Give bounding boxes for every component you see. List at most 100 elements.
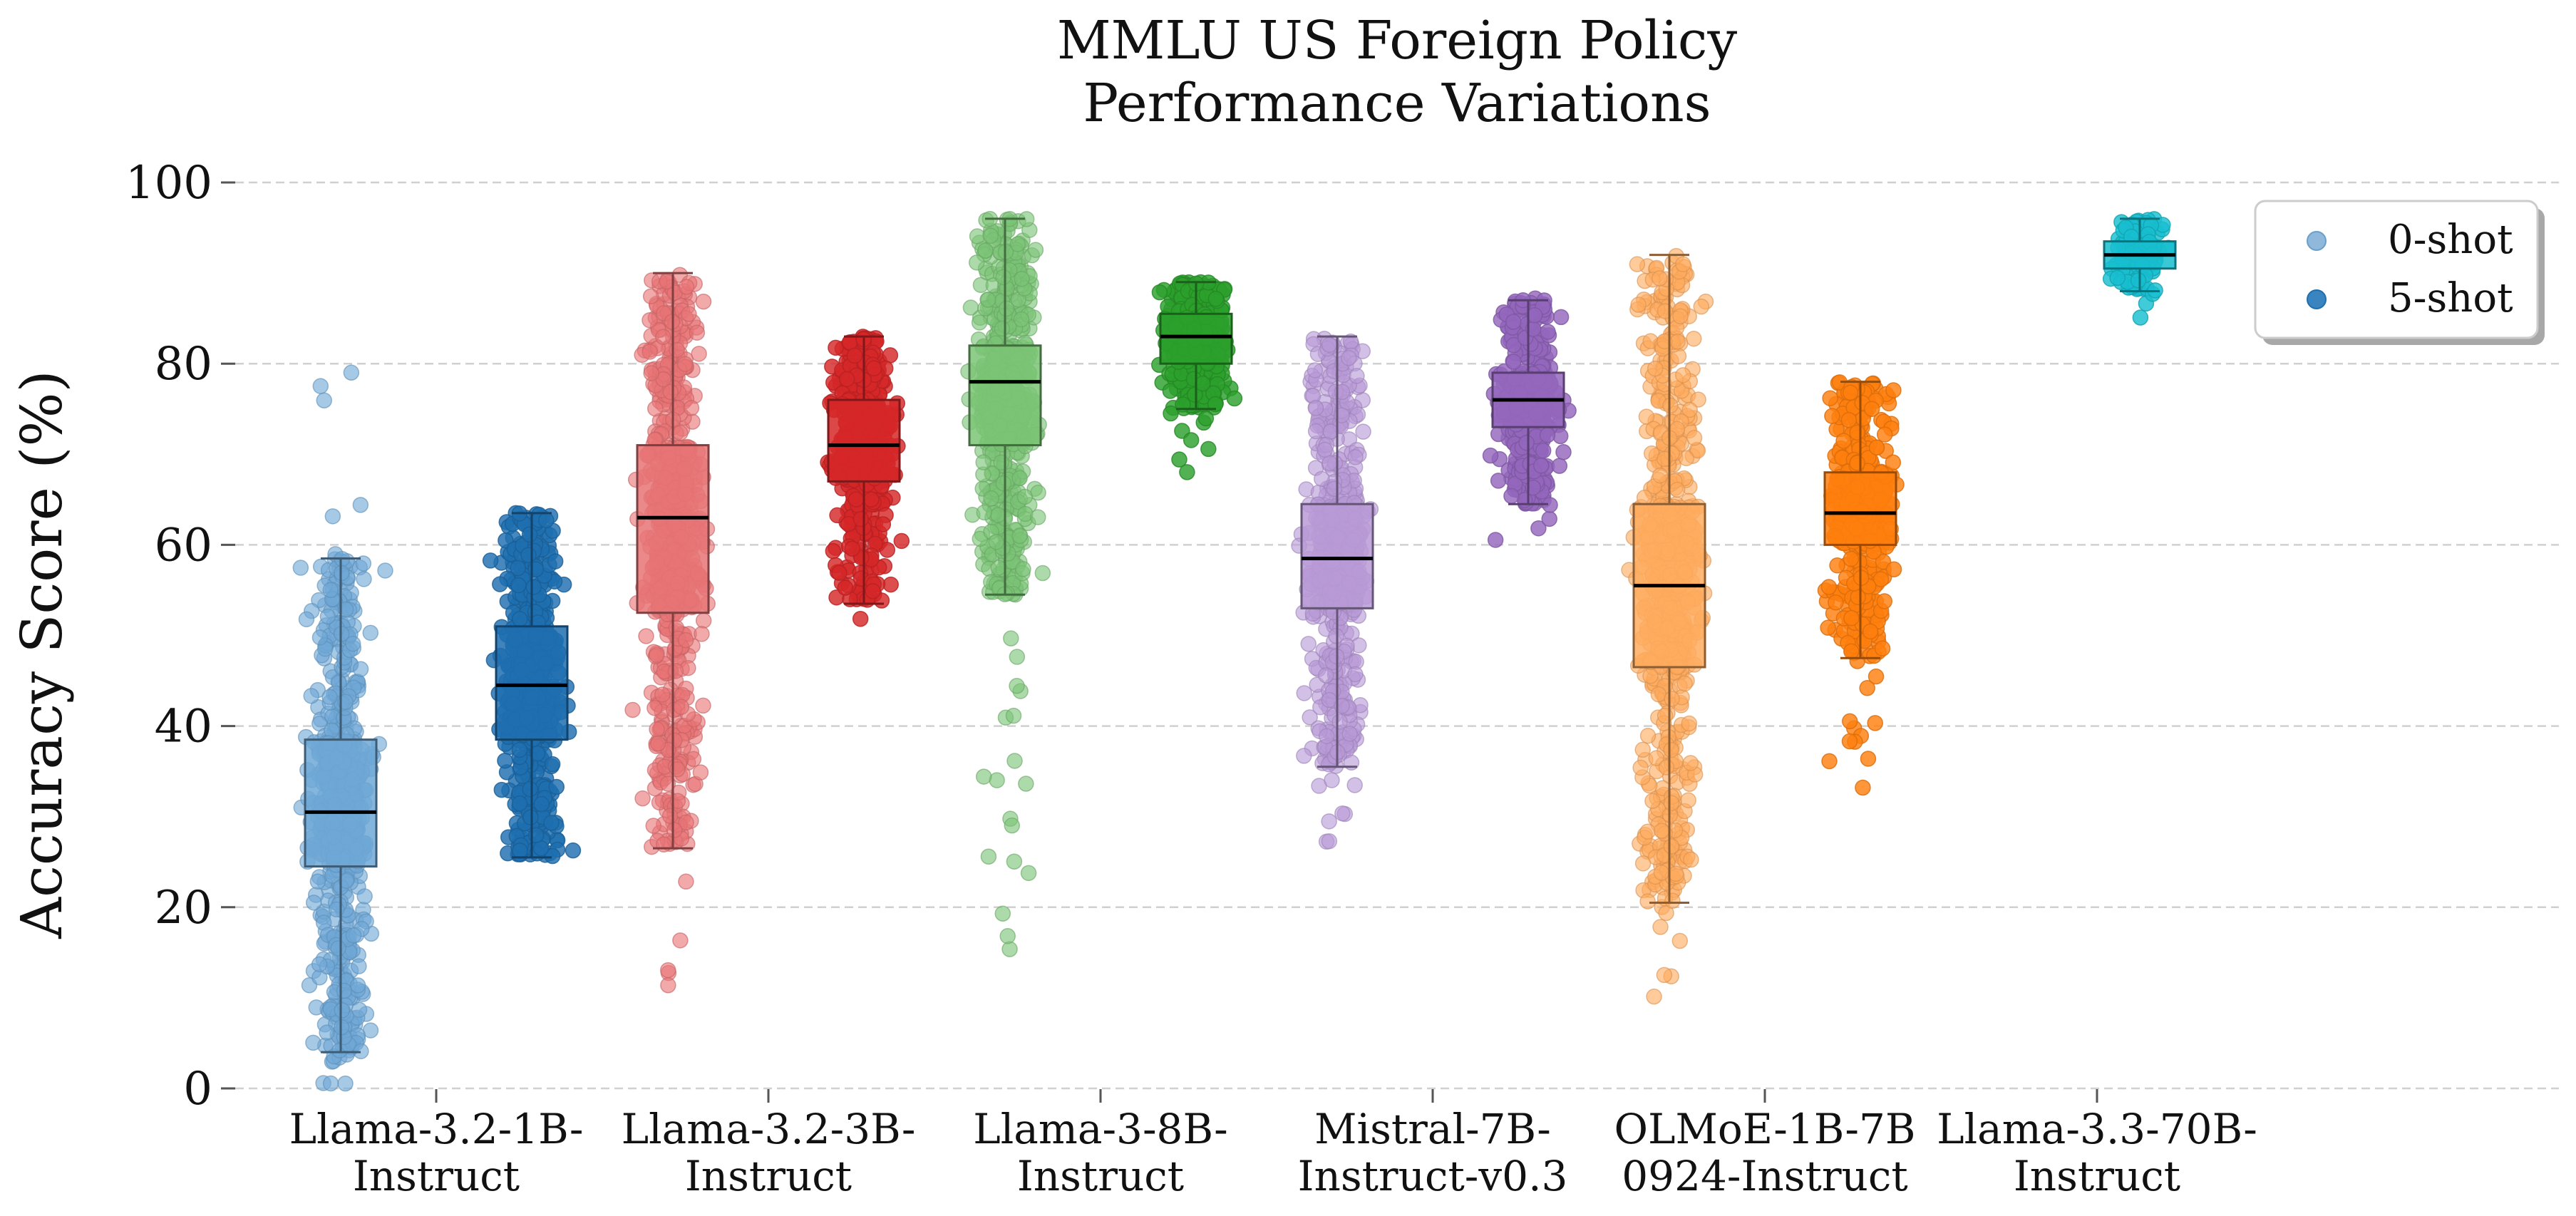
zero-shot-1-point xyxy=(683,400,700,416)
zero-shot-4-point xyxy=(1663,795,1680,811)
zero-shot-3-point xyxy=(1307,362,1324,378)
zero-shot-0-point xyxy=(356,888,373,905)
zero-shot-4-point xyxy=(1664,691,1680,707)
zero-shot-4-point xyxy=(1671,932,1689,949)
zero-shot-1-point xyxy=(662,383,679,401)
zero-shot-4-point xyxy=(1644,793,1661,809)
zero-shot-0-point xyxy=(355,555,372,572)
zero-shot-0-point xyxy=(334,1002,350,1019)
zero-shot-4-point xyxy=(1681,715,1698,732)
zero-shot-4-point xyxy=(1663,741,1679,758)
zero-shot-4-point xyxy=(1656,967,1673,984)
zero-shot-2-point xyxy=(1006,853,1023,870)
zero-shot-4-point xyxy=(1650,686,1667,703)
five-shot-2-point xyxy=(1151,284,1168,301)
zero-shot-2-point xyxy=(1003,630,1019,646)
zero-shot-2-point xyxy=(1004,817,1021,834)
five-shot-0-point xyxy=(527,561,545,577)
five-shot-1-point xyxy=(831,565,847,581)
zero-shot-1-point xyxy=(646,700,663,716)
five-shot-2-point xyxy=(1197,410,1215,427)
zero-shot-2-point xyxy=(1016,488,1034,505)
zero-shot-1-point xyxy=(649,735,666,752)
zero-shot-0-point xyxy=(311,956,328,973)
zero-shot-4-point xyxy=(1652,919,1669,935)
zero-shot-2-point xyxy=(980,292,996,308)
zero-shot-2-point xyxy=(982,227,999,244)
five-shot-1-point xyxy=(847,491,865,507)
five-shot-1-point xyxy=(882,576,899,593)
zero-shot-3-point xyxy=(1322,455,1338,472)
zero-shot-0-point xyxy=(336,982,353,999)
zero-shot-0-point xyxy=(303,688,319,704)
zero-shot-1-point xyxy=(649,721,665,738)
zero-shot-2-point xyxy=(975,768,992,785)
zero-shot-3-point xyxy=(1296,748,1312,764)
zero-shot-3-point xyxy=(1300,636,1317,652)
zero-shot-1-point xyxy=(642,344,658,360)
zero-shot-4-point xyxy=(1676,675,1693,692)
zero-shot-0-point xyxy=(337,694,354,711)
zero-shot-0-point xyxy=(322,582,339,598)
zero-shot-0-point xyxy=(324,508,341,525)
zero-shot-3-point xyxy=(1355,423,1371,440)
zero-shot-3-point xyxy=(1340,349,1357,366)
zero-shot-4-point xyxy=(1658,759,1675,776)
zero-shot-4-point xyxy=(1693,298,1710,315)
zero-shot-4-point xyxy=(1674,367,1691,383)
zero-shot-3-point xyxy=(1321,833,1338,850)
five-shot-2-point xyxy=(1226,390,1243,407)
five-shot-0-point xyxy=(522,780,538,798)
five-shot-2-point xyxy=(1200,440,1217,458)
five-shot-2-point xyxy=(1183,432,1200,448)
five-shot-0-point xyxy=(543,815,560,831)
zero-shot-1-point xyxy=(695,697,711,714)
zero-shot-4-point xyxy=(1682,755,1699,771)
zero-shot-0-point xyxy=(337,601,354,618)
zero-shot-0-point xyxy=(316,392,333,409)
zero-shot-2-point xyxy=(969,228,986,244)
zero-shot-0-point xyxy=(319,1024,335,1041)
zero-shot-0-point xyxy=(356,571,372,587)
zero-shot-0-point xyxy=(377,562,393,579)
zero-shot-0-point xyxy=(321,689,338,706)
zero-shot-1-point xyxy=(634,790,651,807)
zero-shot-2-point xyxy=(1013,311,1030,328)
zero-shot-3-point xyxy=(1314,470,1330,488)
zero-shot-1-point xyxy=(643,365,659,381)
zero-shot-3-point xyxy=(1347,666,1364,683)
zero-shot-1-point xyxy=(672,932,689,949)
zero-shot-1-point xyxy=(694,626,710,642)
zero-shot-2-point xyxy=(1011,527,1028,545)
scatter-points xyxy=(292,210,2177,1092)
zero-shot-0-point xyxy=(349,977,366,994)
five-shot-1-point xyxy=(825,542,842,560)
zero-shot-1-point xyxy=(642,288,659,304)
five-shot-0-point xyxy=(493,781,510,798)
five-shot-1-point xyxy=(844,540,860,557)
five-shot-1-point xyxy=(865,360,882,377)
zero-shot-1-point xyxy=(672,425,689,441)
five-shot-0-point xyxy=(544,756,561,773)
zero-shot-4-point xyxy=(1634,741,1651,758)
zero-shot-3-point xyxy=(1334,805,1351,822)
zero-shot-3-point xyxy=(1349,368,1365,384)
five-shot-0-point xyxy=(548,778,565,795)
zero-shot-1-point xyxy=(638,628,654,644)
zero-shot-1-point xyxy=(666,822,683,838)
five-shot-1-point xyxy=(837,579,854,596)
zero-shot-1-point xyxy=(677,632,694,649)
zero-shot-1-point xyxy=(678,279,695,295)
zero-shot-4-point xyxy=(1672,308,1689,325)
zero-shot-4-point xyxy=(1642,668,1659,684)
zero-shot-1-point xyxy=(624,701,641,718)
zero-shot-2-point xyxy=(994,320,1011,337)
zero-shot-2-point xyxy=(968,254,985,271)
zero-shot-4-point xyxy=(1652,467,1669,484)
zero-shot-3-point xyxy=(1346,777,1363,793)
zero-shot-0-point xyxy=(322,1075,339,1092)
zero-shot-3-point xyxy=(1296,685,1312,701)
zero-shot-0-point xyxy=(352,661,369,677)
zero-shot-1-point xyxy=(649,646,665,664)
five-shot-1-point xyxy=(852,511,870,527)
